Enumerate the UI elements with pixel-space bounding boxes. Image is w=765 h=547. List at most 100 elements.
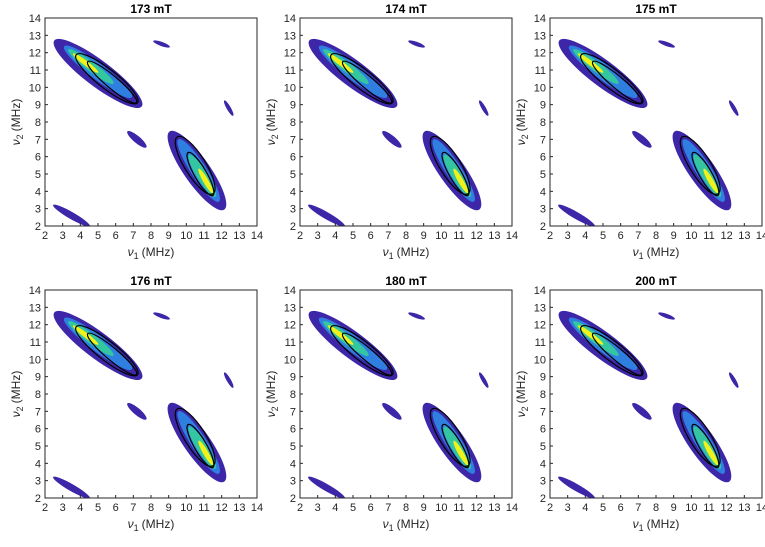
x-tick-label: 12 xyxy=(471,502,483,514)
x-tick-label: 12 xyxy=(216,230,228,242)
y-label-unit: (MHz) xyxy=(264,99,278,132)
x-tick-label: 14 xyxy=(506,230,518,242)
y-tick-label: 2 xyxy=(540,493,546,505)
contour-line xyxy=(441,423,470,469)
y-tick-label: 8 xyxy=(35,117,41,129)
contour-blob xyxy=(327,53,354,73)
y-label-unit: (MHz) xyxy=(9,371,23,404)
contour-blob xyxy=(577,325,604,345)
contour-line xyxy=(679,407,721,467)
x-tick-label: 12 xyxy=(721,502,733,514)
contour-blob xyxy=(127,130,147,148)
y-axis-label: ν2 (MHz) xyxy=(514,371,530,418)
panel: 2 3 4 5 6 7 8 9 10 11 12 13 14234567891011121314174 … xyxy=(264,2,518,261)
x-label-symbol: ν xyxy=(383,245,389,259)
y-tick-label: 4 xyxy=(540,458,546,470)
contour-line xyxy=(186,151,215,197)
panel: 2 3 4 5 6 7 8 9 10 11 12 13 14234567891011121314173 … xyxy=(9,2,263,261)
x-tick-label: 10 xyxy=(435,230,447,242)
x-tick-label: 7 xyxy=(130,502,136,514)
x-tick-label: 13 xyxy=(738,502,750,514)
x-axis-label: ν1 (MHz) xyxy=(383,245,430,261)
x-tick-label: 5 xyxy=(600,502,606,514)
x-tick-label: 13 xyxy=(488,230,500,242)
y-tick-label: 5 xyxy=(540,169,546,181)
y-tick-label: 10 xyxy=(29,82,41,94)
x-tick-label: 4 xyxy=(582,230,588,242)
y-tick-label: 6 xyxy=(290,152,296,164)
x-tick-label: 7 xyxy=(385,502,391,514)
y-tick-label: 11 xyxy=(30,337,41,349)
contour-blob xyxy=(408,312,425,320)
y-label-symbol: ν xyxy=(514,411,528,417)
x-tick-label: 6 xyxy=(113,502,119,514)
contour-blob xyxy=(308,476,345,498)
y-tick-label: 2 xyxy=(35,221,41,233)
y-tick-label: 4 xyxy=(540,186,546,198)
x-tick-label: 5 xyxy=(600,230,606,242)
x-tick-label: 11 xyxy=(453,230,464,242)
x-axis-label: ν1 (MHz) xyxy=(128,517,175,533)
x-tick-label: 4 xyxy=(332,230,338,242)
contour-line xyxy=(86,60,138,104)
plot-area xyxy=(550,18,762,226)
contour-blob xyxy=(308,204,345,226)
y-tick-label: 11 xyxy=(30,65,41,77)
x-tick-label: 14 xyxy=(756,502,765,514)
x-axis-label: ν1 (MHz) xyxy=(383,517,430,533)
contour-line xyxy=(75,324,139,377)
contour-line xyxy=(580,324,644,377)
x-tick-label: 4 xyxy=(582,502,588,514)
y-tick-label: 12 xyxy=(284,48,296,60)
x-tick-label: 3 xyxy=(315,502,321,514)
x-tick-label: 14 xyxy=(506,502,518,514)
y-tick-label: 5 xyxy=(35,169,41,181)
y-tick-label: 13 xyxy=(29,302,41,314)
y-tick-label: 14 xyxy=(284,285,296,297)
y-label-unit: (MHz) xyxy=(9,99,23,132)
y-tick-label: 4 xyxy=(290,186,296,198)
y-tick-label: 8 xyxy=(290,117,296,129)
x-tick-label: 14 xyxy=(251,502,263,514)
y-label-subscript: 2 xyxy=(270,406,280,411)
x-tick-label: 6 xyxy=(368,230,374,242)
y-label-symbol: ν xyxy=(264,411,278,417)
x-label-subscript: 1 xyxy=(134,523,139,533)
contour-blob xyxy=(408,40,425,48)
x-tick-label: 8 xyxy=(403,230,409,242)
y-axis-label: ν2 (MHz) xyxy=(9,371,25,418)
contour-line xyxy=(441,151,470,197)
y-tick-label: 9 xyxy=(290,372,296,384)
x-tick-label: 5 xyxy=(350,230,356,242)
x-tick-label: 3 xyxy=(565,502,571,514)
x-tick-label: 12 xyxy=(471,230,483,242)
y-label-symbol: ν xyxy=(9,139,23,145)
x-label-symbol: ν xyxy=(383,517,389,531)
y-label-symbol: ν xyxy=(9,411,23,417)
y-tick-label: 8 xyxy=(540,117,546,129)
y-tick-label: 10 xyxy=(534,354,546,366)
contour-line xyxy=(691,423,720,469)
x-tick-label: 9 xyxy=(421,230,427,242)
y-tick-label: 2 xyxy=(290,493,296,505)
x-tick-label: 11 xyxy=(198,502,209,514)
y-tick-label: 9 xyxy=(540,372,546,384)
x-tick-label: 13 xyxy=(233,230,245,242)
x-label-subscript: 1 xyxy=(639,251,644,261)
contour-blob xyxy=(382,402,402,420)
chart-title: 176 mT xyxy=(130,274,172,288)
y-tick-label: 11 xyxy=(535,65,546,77)
contour-line xyxy=(174,407,216,467)
x-axis-label: ν1 (MHz) xyxy=(633,517,680,533)
y-tick-label: 7 xyxy=(35,406,41,418)
x-axis-label: ν1 (MHz) xyxy=(128,245,175,261)
chart-title: 200 mT xyxy=(635,274,677,288)
y-tick-label: 10 xyxy=(534,82,546,94)
y-tick-label: 5 xyxy=(290,441,296,453)
x-label-symbol: ν xyxy=(633,517,639,531)
x-tick-label: 13 xyxy=(738,230,750,242)
y-tick-label: 8 xyxy=(540,389,546,401)
x-tick-label: 7 xyxy=(385,230,391,242)
contour-blob xyxy=(558,476,595,498)
